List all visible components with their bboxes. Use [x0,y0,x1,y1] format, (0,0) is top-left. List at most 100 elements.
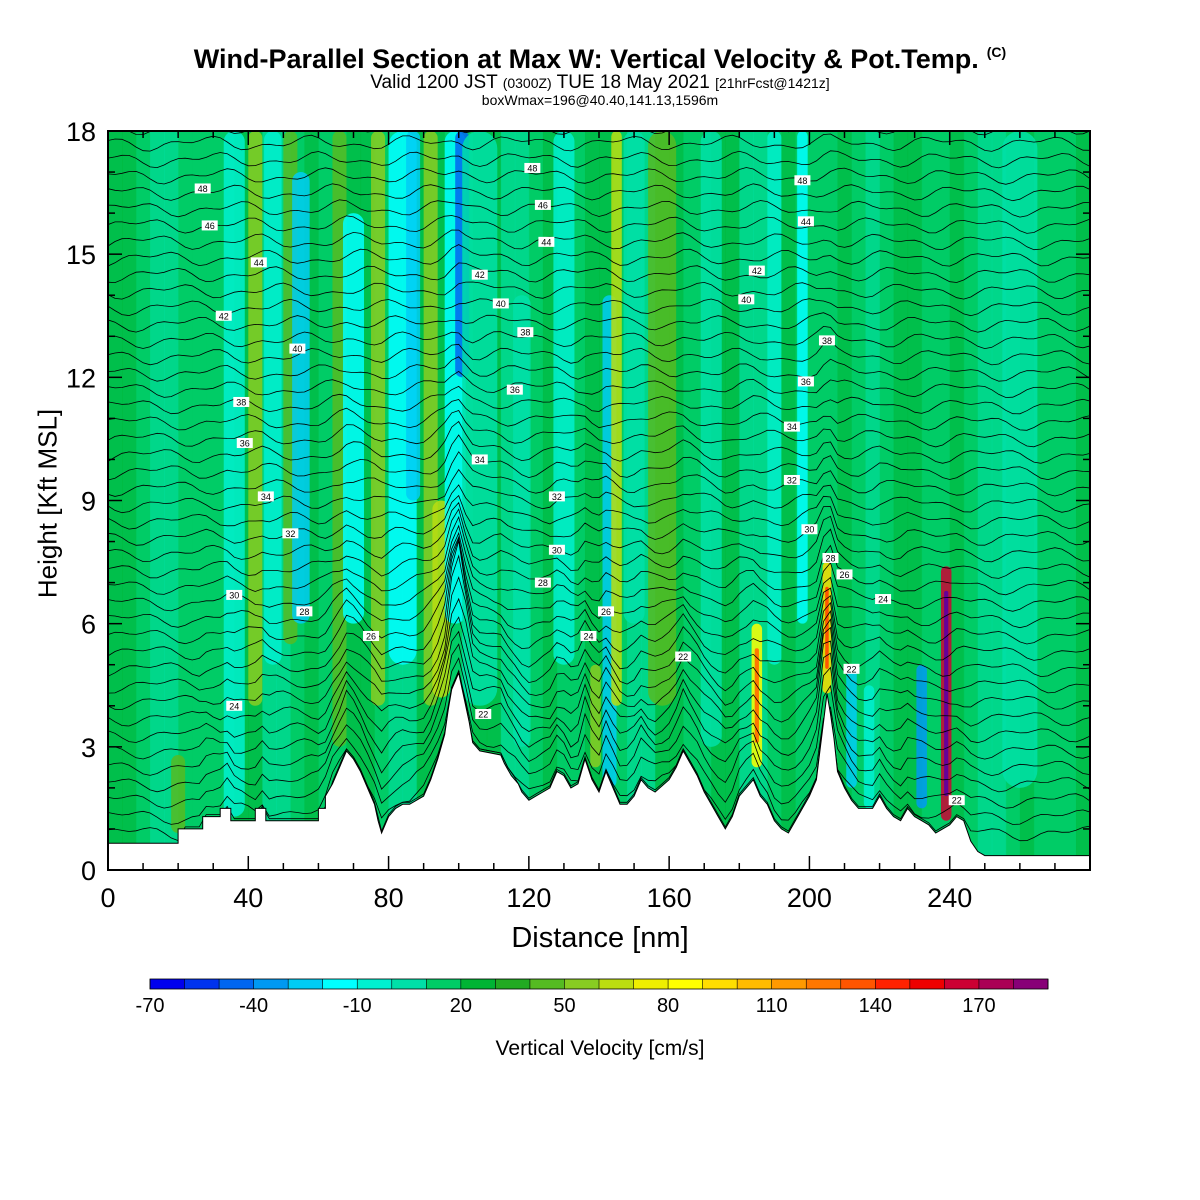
contour-label: 34 [471,454,488,465]
theta-contour-line [108,399,1090,431]
colorbar: -70 -40 -10 20 50 80 110 140 170 [136,978,1049,1017]
contour-label: 34 [783,421,800,432]
svg-text:22: 22 [952,796,962,806]
velocity-band [809,131,824,870]
colorbar-tick-label: 170 [962,995,995,1017]
contour-label: 24 [875,594,892,605]
x-tick-label: 160 [647,883,692,913]
contour-label: 26 [836,569,853,580]
theta-contour-line [108,515,1090,596]
y-tick-label: 12 [66,363,96,393]
theta-contour-line [108,576,1090,710]
svg-text:24: 24 [878,595,888,605]
svg-text:22: 22 [847,664,857,674]
theta-contour-line [108,540,1090,678]
velocity-cell [371,131,386,706]
velocity-core [825,586,829,669]
colorbar-swatch [219,979,255,989]
contour-label: 34 [257,491,274,502]
velocity-band [879,131,895,870]
velocity-band [192,131,207,870]
colorbar-swatch [357,979,393,989]
theta-contours [108,131,1090,842]
colorbar-swatch [806,979,842,989]
contour-label: 42 [471,269,488,280]
velocity-band [865,131,881,870]
theta-contour-line [108,410,1090,448]
contour-label: 46 [201,220,218,231]
forecast-info: [21hrFcst@1421z] [715,75,830,91]
svg-text:48: 48 [198,184,208,194]
y-tick-label: 0 [81,856,96,886]
contour-label: 44 [250,257,267,268]
contour-label: 44 [538,236,555,247]
colorbar-swatch [909,979,945,989]
x-tick-label: 120 [506,883,551,913]
contour-label: 46 [534,199,551,210]
theta-contour-line [108,420,1090,464]
theta-contour-line [108,597,1090,727]
contour-label: 48 [794,175,811,186]
velocity-band [739,131,754,870]
svg-text:24: 24 [583,631,593,641]
theta-contour-line [108,451,1090,497]
velocity-cell [590,664,601,768]
theta-contour-line [108,524,1090,612]
contour-label: 24 [580,630,597,641]
svg-text:26: 26 [366,631,376,641]
contour-label: 36 [236,438,253,449]
svg-text:32: 32 [552,492,562,502]
velocity-band [781,131,796,870]
svg-text:46: 46 [205,221,215,231]
theta-contour-line [108,325,1090,350]
colorbar-tick-label: -70 [136,995,165,1017]
contour-label: 32 [282,528,299,539]
velocity-band [122,131,137,870]
contour-label: 44 [797,216,814,227]
contour-label: 40 [492,298,509,309]
svg-text:32: 32 [285,529,295,539]
colorbar-swatch [391,979,427,989]
contour-label: 36 [506,384,523,395]
svg-text:22: 22 [478,709,488,719]
theta-contour-line [108,199,1090,218]
theta-contour-line [108,356,1090,382]
svg-text:44: 44 [801,217,811,227]
velocity-cell [292,172,310,624]
theta-contour-line [108,167,1090,185]
velocity-cell [611,131,622,706]
svg-text:34: 34 [475,455,485,465]
velocity-cell [462,131,498,706]
theta-contour-line [108,312,1090,333]
svg-text:30: 30 [552,545,562,555]
theta-contour-line [108,630,1090,760]
svg-text:42: 42 [219,311,229,321]
theta-contour-line [108,494,1090,546]
svg-text:38: 38 [520,328,530,338]
svg-text:40: 40 [292,344,302,354]
colorbar-swatch [1013,979,1049,989]
colorbar-swatch [564,979,600,989]
svg-text:32: 32 [787,475,797,485]
velocity-band [725,131,740,870]
colorbar-swatch [495,979,531,989]
x-tick-label: 0 [100,883,115,913]
velocity-band [500,131,516,870]
velocity-cell [700,131,722,747]
contour-label: 30 [226,589,243,600]
velocity-band [1047,131,1063,870]
x-axis-label: Distance [nm] [511,922,689,954]
theta-contour-line [108,150,1090,169]
svg-text:36: 36 [510,385,520,395]
svg-text:38: 38 [822,336,832,346]
velocity-cell [264,131,282,665]
colorbar-label: Vertical Velocity [cm/s] [495,1037,705,1060]
contour-label: 28 [296,606,313,617]
velocity-cell [223,131,245,817]
contour-label: 28 [822,552,839,563]
x-tick-label: 200 [787,883,832,913]
velocity-band [570,131,586,870]
colorbar-tick-label: -40 [239,995,268,1017]
velocity-band [178,131,193,870]
y-tick-label: 9 [81,487,96,517]
